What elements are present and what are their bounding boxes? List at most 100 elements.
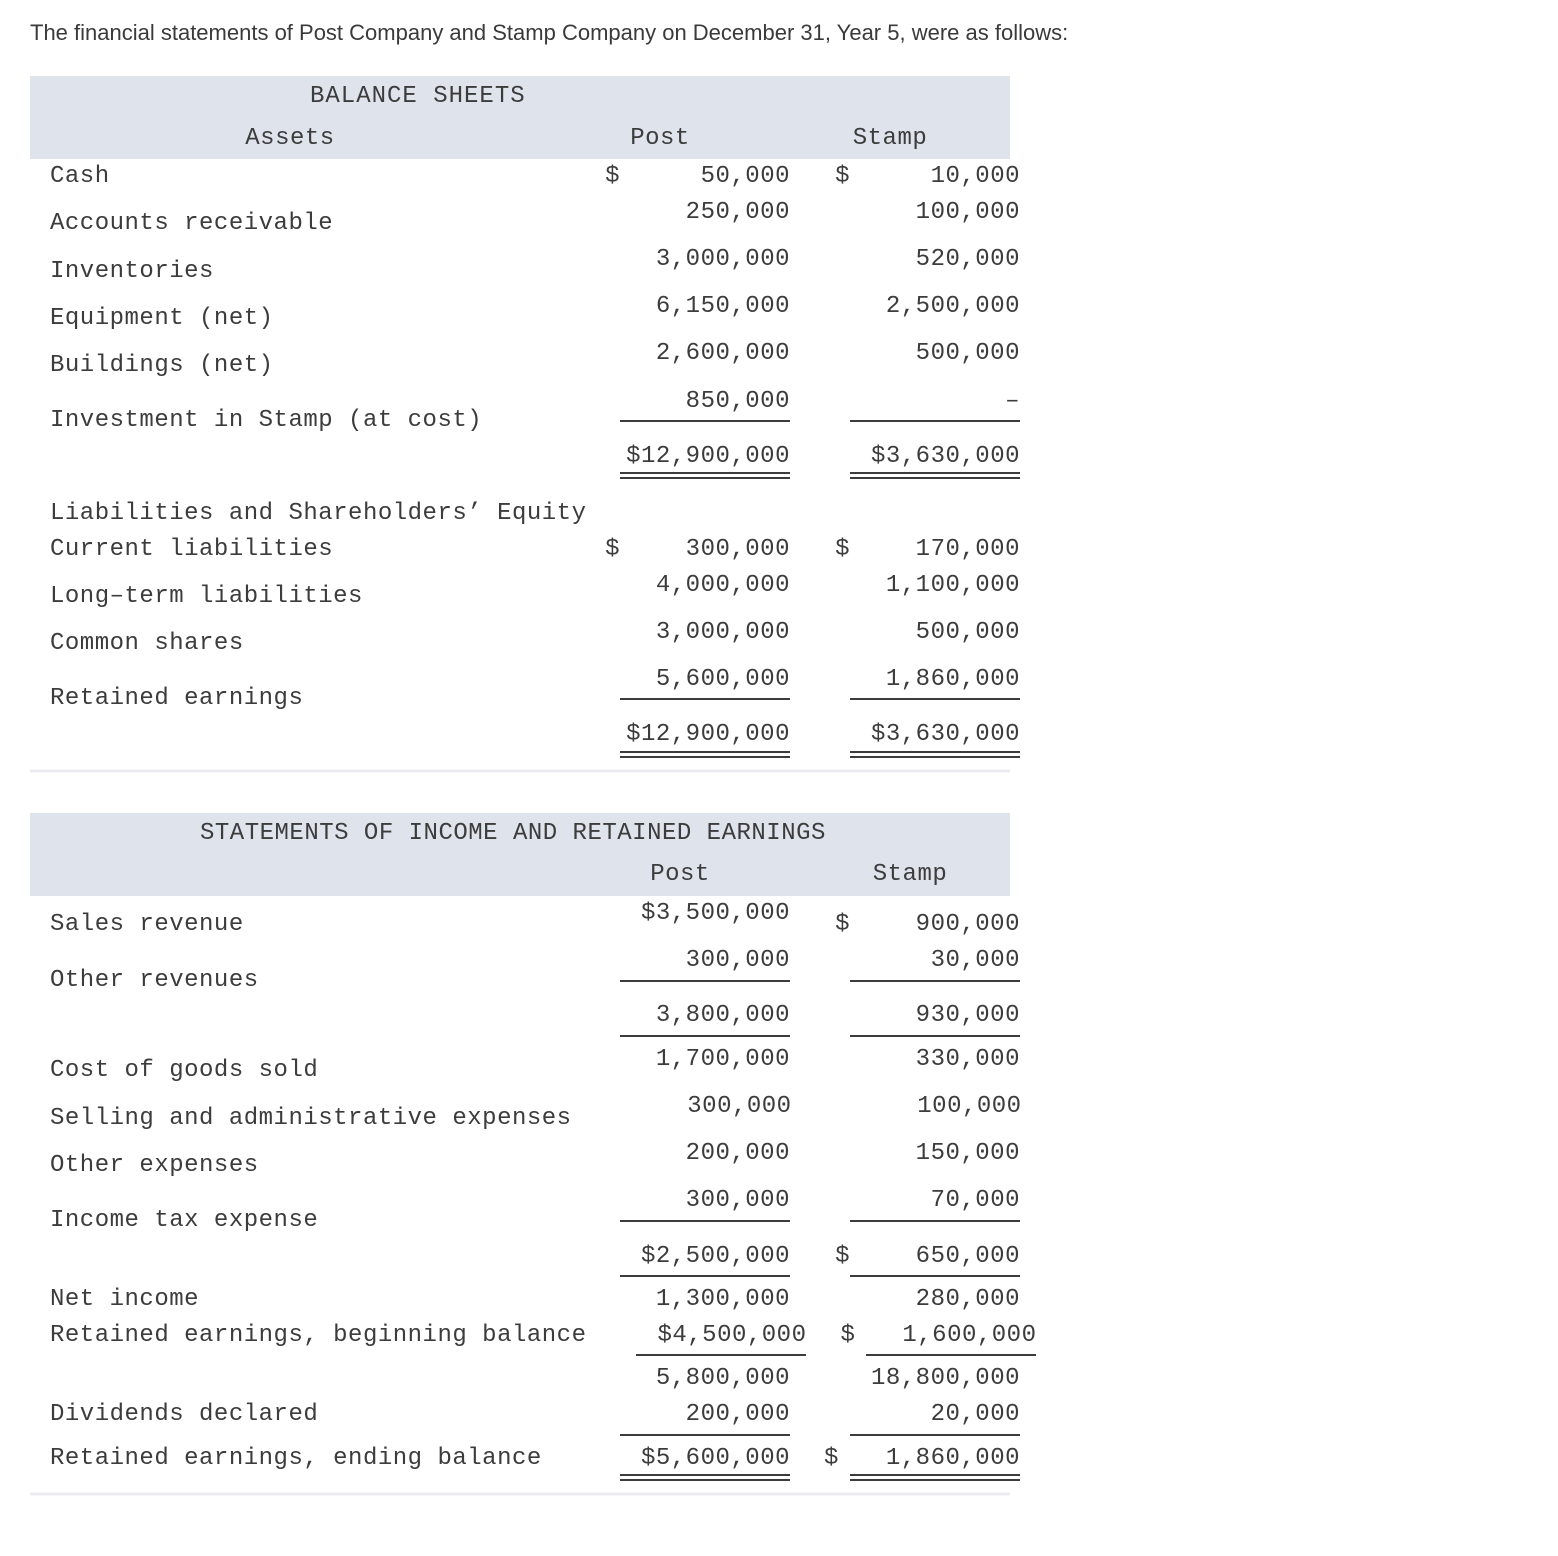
re-begin-post: $4,500,000 <box>586 1319 816 1361</box>
bs-le-heading: Liabilities and Shareholders’ Equity <box>30 496 1010 532</box>
row-label: Inventories <box>30 255 570 289</box>
row-label: Retained earnings <box>30 682 570 716</box>
cell-stamp: – <box>800 385 1030 427</box>
cell-stamp: 330,000 <box>800 1043 1030 1077</box>
table-row: Buildings (net)2,600,000500,000 <box>30 336 1010 383</box>
total-stamp: $3,630,000 <box>800 718 1030 764</box>
row-label: Accounts receivable <box>30 207 570 241</box>
bs-col-headers: Assets Post Stamp <box>30 118 1010 160</box>
row-label: Common shares <box>30 627 570 661</box>
cell-post: 4,000,000 <box>570 569 800 603</box>
row-label: Buildings (net) <box>30 349 570 383</box>
assets-heading: Assets <box>30 122 550 156</box>
cell-stamp: 150,000 <box>800 1137 1030 1171</box>
table-row: Investment in Stamp (at cost)850,000– <box>30 384 1010 439</box>
table-row: Inventories3,000,000520,000 <box>30 242 1010 289</box>
col-stamp: Stamp <box>780 122 1010 156</box>
col-stamp: Stamp <box>800 858 1030 892</box>
row-label: Other revenues <box>30 964 570 998</box>
row-label: Current liabilities <box>30 533 570 567</box>
re-end-stamp: $ 1,860,000 <box>800 1442 1030 1488</box>
rev-total-stamp: 930,000 <box>800 999 1030 1041</box>
table-row: Current liabilities$300,000$170,000 <box>30 532 1010 568</box>
is-title-row: STATEMENTS OF INCOME AND RETAINED EARNIN… <box>30 813 1010 855</box>
table-row: Other expenses200,000150,000 <box>30 1136 1010 1183</box>
cell-post: 300,000 <box>570 944 800 986</box>
net-income-stamp: 280,000 <box>800 1283 1030 1317</box>
cell-post: $300,000 <box>570 533 800 567</box>
dividends-row: Dividends declared 200,000 20,000 <box>30 1397 1010 1441</box>
cell-stamp: 1,100,000 <box>800 569 1030 603</box>
col-post: Post <box>550 122 780 156</box>
cell-post: $3,500,000 <box>570 897 800 931</box>
table-row: Equipment (net)6,150,0002,500,000 <box>30 289 1010 336</box>
net-income-row: Net income 1,300,000 280,000 <box>30 1282 1010 1318</box>
cell-stamp: $900,000 <box>800 908 1030 942</box>
dividends-stamp: 20,000 <box>800 1398 1030 1440</box>
cell-stamp: 70,000 <box>800 1184 1030 1226</box>
row-label: Cost of goods sold <box>30 1054 570 1088</box>
rev-total-post: 3,800,000 <box>570 999 800 1041</box>
re-end-row: Retained earnings, ending balance $5,600… <box>30 1441 1010 1489</box>
table-row: Other revenues300,00030,000 <box>30 943 1010 998</box>
cell-stamp: 2,500,000 <box>800 290 1030 324</box>
table-row: Long–term liabilities4,000,0001,100,000 <box>30 568 1010 615</box>
cell-stamp: 100,000 <box>800 196 1030 230</box>
net-income-post: 1,300,000 <box>570 1283 800 1317</box>
table-row: Common shares3,000,000500,000 <box>30 615 1010 662</box>
is-title: STATEMENTS OF INCOME AND RETAINED EARNIN… <box>200 817 826 851</box>
bs-title-row: BALANCE SHEETS <box>30 76 1010 118</box>
re-end-post: $5,600,000 <box>570 1442 800 1488</box>
table-row: Accounts receivable250,000100,000 <box>30 195 1010 242</box>
cell-post: 250,000 <box>570 196 800 230</box>
cell-post: 1,700,000 <box>570 1043 800 1077</box>
is-rev-total: 3,800,000 930,000 <box>30 998 1010 1042</box>
le-heading: Liabilities and Shareholders’ Equity <box>30 497 1030 531</box>
balance-sheet-table: BALANCE SHEETS Assets Post Stamp Cash$50… <box>30 76 1010 773</box>
cell-post: 6,150,000 <box>570 290 800 324</box>
re-begin-stamp: $ 1,600,000 <box>816 1319 1046 1361</box>
row-label: Long–term liabilities <box>30 580 570 614</box>
row-label: Investment in Stamp (at cost) <box>30 404 570 438</box>
cell-stamp: 1,860,000 <box>800 663 1030 705</box>
cell-post: 5,600,000 <box>570 663 800 705</box>
net-income-label: Net income <box>30 1283 570 1317</box>
cell-post: 850,000 <box>570 385 800 427</box>
bs-assets-total: $12,900,000 $3,630,000 <box>30 439 1010 487</box>
re-end-label: Retained earnings, ending balance <box>30 1442 570 1476</box>
row-label: Cash <box>30 160 570 194</box>
table-row: Cost of goods sold1,700,000330,000 <box>30 1042 1010 1089</box>
cell-stamp: 100,000 <box>802 1090 1032 1124</box>
row-label: Selling and administrative expenses <box>30 1102 572 1136</box>
subtotal-post: 5,800,000 <box>570 1362 800 1396</box>
re-begin-label: Retained earnings, beginning balance <box>30 1319 586 1353</box>
row-label: Other expenses <box>30 1149 570 1183</box>
exp-total-stamp: $650,000 <box>800 1240 1030 1282</box>
total-post: $12,900,000 <box>570 718 800 764</box>
bs-le-total: $12,900,000 $3,630,000 <box>30 717 1010 765</box>
re-begin-row: Retained earnings, beginning balance $4,… <box>30 1318 1010 1362</box>
cell-stamp: $10,000 <box>800 160 1030 194</box>
income-table: STATEMENTS OF INCOME AND RETAINED EARNIN… <box>30 813 1010 1496</box>
row-label: Income tax expense <box>30 1204 570 1238</box>
cell-stamp: $170,000 <box>800 533 1030 567</box>
table-row: Selling and administrative expenses300,0… <box>30 1089 1010 1136</box>
cell-post: 300,000 <box>572 1090 802 1124</box>
cell-post: $50,000 <box>570 160 800 194</box>
exp-total-post: $2,500,000 <box>570 1240 800 1282</box>
rule <box>30 1492 1010 1496</box>
table-row: Income tax expense300,00070,000 <box>30 1183 1010 1238</box>
cell-stamp: 30,000 <box>800 944 1030 986</box>
table-row: Retained earnings5,600,0001,860,000 <box>30 662 1010 717</box>
is-col-headers: Post Stamp <box>30 854 1010 896</box>
cell-post: 3,000,000 <box>570 243 800 277</box>
dividends-post: 200,000 <box>570 1398 800 1440</box>
cell-post: 2,600,000 <box>570 337 800 371</box>
subtotal-stamp: 18,800,000 <box>800 1362 1030 1396</box>
row-label: Equipment (net) <box>30 302 570 336</box>
rule <box>30 769 1010 773</box>
cell-stamp: 520,000 <box>800 243 1030 277</box>
row-label: Sales revenue <box>30 908 570 942</box>
intro-text: The financial statements of Post Company… <box>30 20 1528 46</box>
total-post: $12,900,000 <box>570 440 800 486</box>
